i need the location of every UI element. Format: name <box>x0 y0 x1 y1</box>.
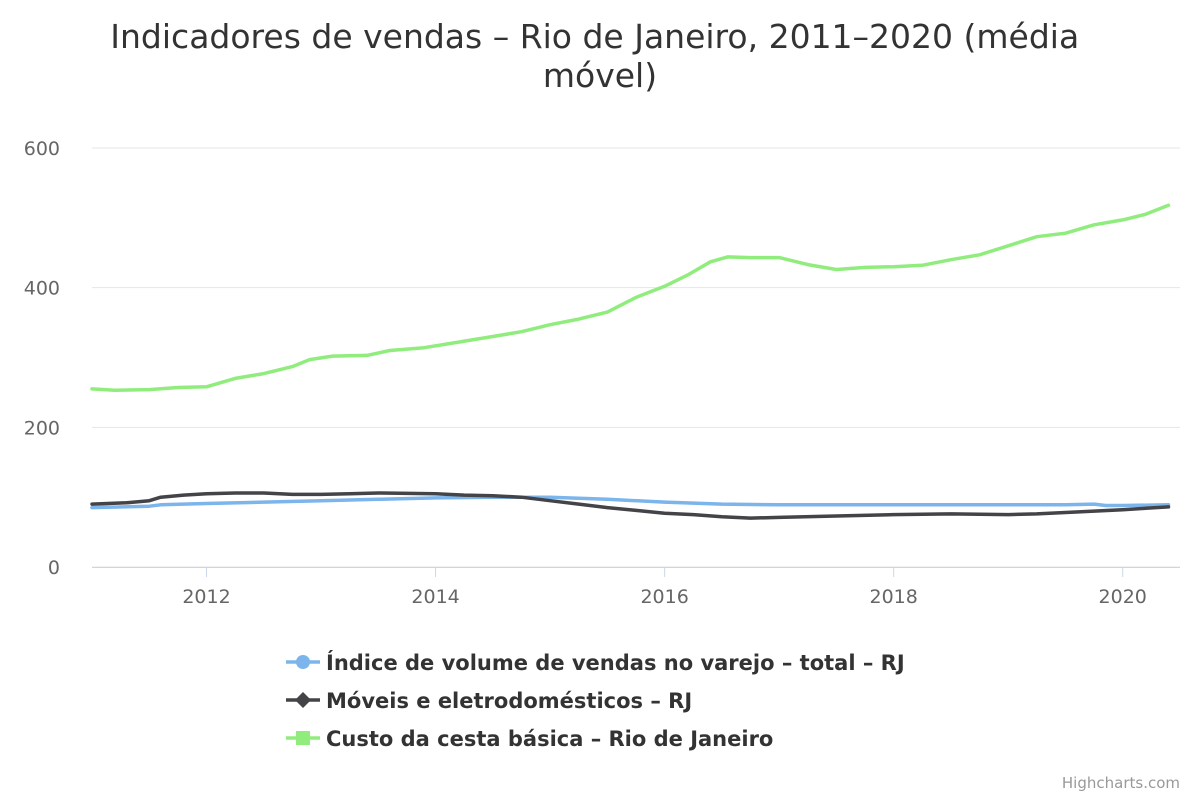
series-line-1[interactable] <box>90 495 1171 510</box>
legend-label-2: Móveis e eletrodomésticos – RJ <box>326 689 692 713</box>
y-tick-label-600: 600 <box>24 138 60 160</box>
chart-title: Indicadores de vendas – Rio de Janeiro, … <box>110 17 1089 95</box>
legend-label-3: Custo da cesta básica – Rio de Janeiro <box>326 727 773 751</box>
chart-title-line-2: móvel) <box>543 56 657 95</box>
legend-item-3[interactable]: Custo da cesta básica – Rio de Janeiro <box>286 727 773 751</box>
x-tick-label-2018: 2018 <box>870 586 918 608</box>
legend-square-marker <box>296 731 310 745</box>
legend-item-1[interactable]: Índice de volume de vendas no varejo – t… <box>286 650 905 675</box>
credits-label[interactable]: Highcharts.com <box>1062 774 1180 792</box>
x-axis: 2012 2014 2016 2018 2020 <box>92 567 1180 608</box>
legend-label-1: Índice de volume de vendas no varejo – t… <box>326 650 905 675</box>
y-axis-labels: 0 200 400 600 <box>24 138 60 579</box>
y-tick-label-200: 200 <box>24 417 60 439</box>
legend-item-2[interactable]: Móveis e eletrodomésticos – RJ <box>286 689 692 713</box>
x-tick-label-2014: 2014 <box>411 586 459 608</box>
series-line-3[interactable] <box>90 203 1171 393</box>
x-tick-label-2020: 2020 <box>1099 586 1147 608</box>
chart-title-line-1: Indicadores de vendas – Rio de Janeiro, … <box>110 17 1079 56</box>
x-tick-label-2016: 2016 <box>640 586 688 608</box>
legend: Índice de volume de vendas no varejo – t… <box>286 650 905 751</box>
series-group <box>90 203 1171 520</box>
x-tick-label-2012: 2012 <box>182 586 230 608</box>
y-tick-label-0: 0 <box>48 557 60 579</box>
legend-diamond-marker <box>295 692 311 708</box>
legend-circle-marker <box>296 655 310 669</box>
y-tick-label-400: 400 <box>24 278 60 300</box>
series-line-2[interactable] <box>90 491 1171 520</box>
